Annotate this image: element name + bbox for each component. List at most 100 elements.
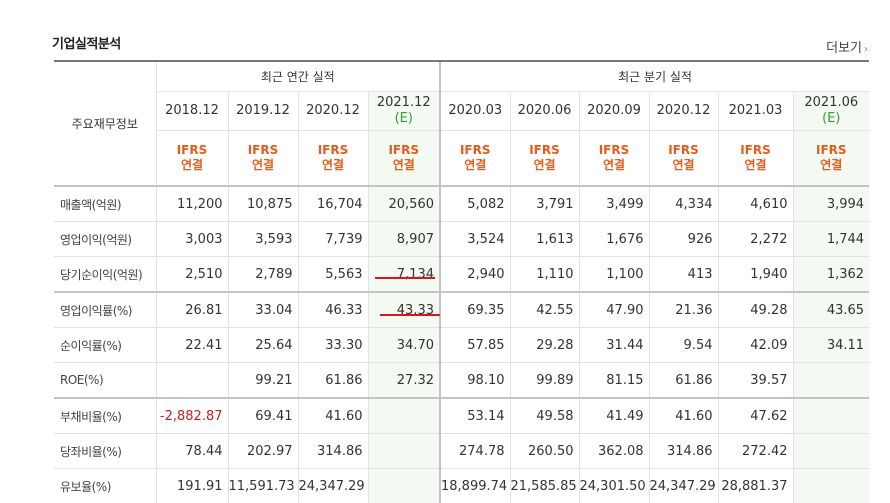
period-header: 2020.12 [298, 92, 368, 131]
row-label: 당기순이익(억원) [54, 257, 156, 293]
row-label: 영업이익률(%) [54, 292, 156, 328]
value-cell: 39.57 [718, 363, 793, 399]
value-cell: 24,347.29 [298, 469, 368, 503]
value-cell: 7,134 [368, 257, 440, 293]
period-label: 2021.03 [729, 103, 783, 118]
row-label: 당좌비율(%) [54, 434, 156, 469]
value-cell: 3,791 [510, 186, 579, 222]
period-label: 2020.03 [448, 103, 502, 118]
value-cell: 2,272 [718, 222, 793, 257]
value-cell: 3,593 [228, 222, 298, 257]
ifrs-label: IFRS [599, 143, 630, 157]
value-cell: 260.50 [510, 434, 579, 469]
value-cell: 11,591.73 [228, 469, 298, 503]
value-cell: 46.33 [298, 292, 368, 328]
period-label: 2020.12 [306, 103, 360, 118]
value-cell: 1,613 [510, 222, 579, 257]
row-label: 순이익률(%) [54, 328, 156, 363]
row-label: 영업이익(억원) [54, 222, 156, 257]
value-cell: 191.91 [156, 469, 228, 503]
value-cell: 3,524 [440, 222, 510, 257]
consolidated-label: 연결 [820, 158, 842, 172]
period-label: 2020.09 [587, 103, 641, 118]
value-cell: 2,940 [440, 257, 510, 293]
value-cell: 4,334 [649, 186, 718, 222]
period-label: 2019.12 [236, 103, 290, 118]
estimate-mark: (E) [822, 111, 840, 126]
value-cell: 3,994 [793, 186, 869, 222]
value-cell: 42.55 [510, 292, 579, 328]
value-cell [793, 363, 869, 399]
period-header: 2020.06 [510, 92, 579, 131]
consolidated-label: 연결 [533, 158, 555, 172]
period-label: 2021.06 [804, 95, 858, 110]
value-cell: 16,704 [298, 186, 368, 222]
value-cell: 42.09 [718, 328, 793, 363]
consolidated-label: 연결 [322, 158, 344, 172]
consolidated-label: 연결 [181, 158, 203, 172]
value-cell: 29.28 [510, 328, 579, 363]
value-cell: 99.21 [228, 363, 298, 399]
row-label: 매출액(억원) [54, 186, 156, 222]
value-cell: 43.33 [368, 292, 440, 328]
more-link[interactable]: 더보기› [826, 37, 868, 56]
value-cell [793, 434, 869, 469]
value-cell: 49.28 [718, 292, 793, 328]
value-cell: 272.42 [718, 434, 793, 469]
value-cell: 18,899.74 [440, 469, 510, 503]
value-cell: 34.11 [793, 328, 869, 363]
value-cell: -2,882.87 [156, 398, 228, 434]
value-cell: 8,907 [368, 222, 440, 257]
consolidated-label: 연결 [603, 158, 625, 172]
value-cell: 362.08 [579, 434, 649, 469]
value-cell: 47.90 [579, 292, 649, 328]
ifrs-label: IFRS [740, 143, 771, 157]
value-cell: 1,676 [579, 222, 649, 257]
value-cell: 57.85 [440, 328, 510, 363]
period-header: 2021.12(E) [368, 92, 440, 131]
value-cell: 274.78 [440, 434, 510, 469]
value-cell: 2,789 [228, 257, 298, 293]
value-cell: 41.60 [298, 398, 368, 434]
value-cell [368, 469, 440, 503]
value-cell: 202.97 [228, 434, 298, 469]
value-cell [368, 398, 440, 434]
value-cell: 98.10 [440, 363, 510, 399]
value-cell: 5,082 [440, 186, 510, 222]
value-cell: 41.49 [579, 398, 649, 434]
period-label: 2020.06 [518, 103, 572, 118]
more-label: 더보기 [826, 41, 862, 56]
value-cell: 314.86 [649, 434, 718, 469]
value-cell: 1,362 [793, 257, 869, 293]
highlight-underline-operating-margin [380, 314, 440, 316]
ifrs-label: IFRS [318, 143, 349, 157]
value-cell: 4,610 [718, 186, 793, 222]
value-cell: 926 [649, 222, 718, 257]
value-cell: 61.86 [649, 363, 718, 399]
ifrs-label: IFRS [816, 143, 847, 157]
value-cell: 20,560 [368, 186, 440, 222]
value-cell: 25.64 [228, 328, 298, 363]
value-cell: 24,347.29 [649, 469, 718, 503]
value-cell: 33.30 [298, 328, 368, 363]
value-cell [156, 363, 228, 399]
row-label: ROE(%) [54, 363, 156, 399]
value-cell [368, 434, 440, 469]
value-cell: 9.54 [649, 328, 718, 363]
value-cell: 28,881.37 [718, 469, 793, 503]
ifrs-label: IFRS [668, 143, 699, 157]
ifrs-label: IFRS [388, 143, 419, 157]
value-cell: 10,875 [228, 186, 298, 222]
period-header: 2019.12 [228, 92, 298, 131]
